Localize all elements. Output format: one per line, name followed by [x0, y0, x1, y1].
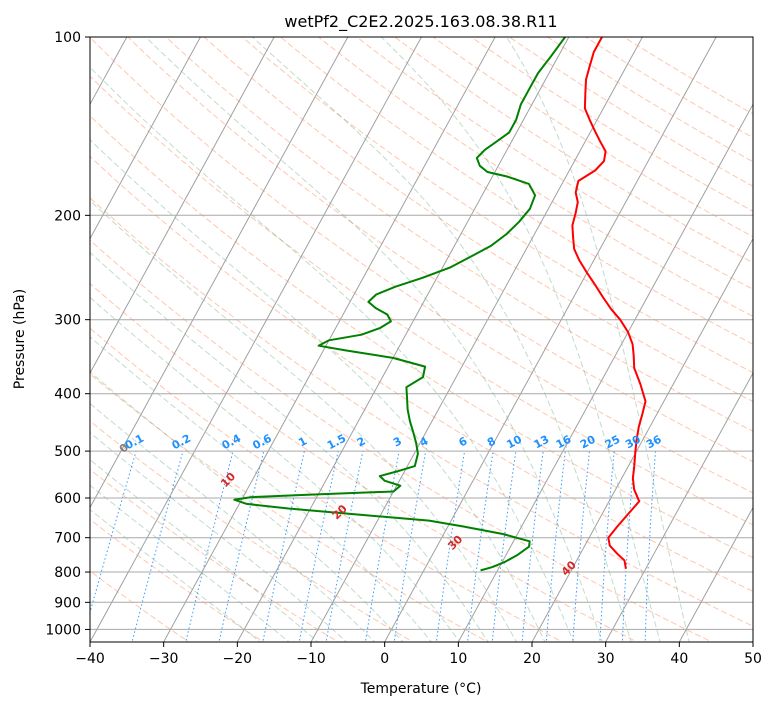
dry-adiabat-line [528, 24, 775, 645]
x-tick-label: −40 [75, 651, 105, 667]
mixing-ratio-label: 30 [623, 433, 643, 452]
temperature-line [572, 37, 645, 569]
dry-adiabat-line [190, 24, 775, 645]
x-tick-label: −10 [296, 651, 326, 667]
y-tick-label: 800 [54, 565, 81, 581]
isotherm-line [236, 24, 576, 645]
isotherm-line [89, 24, 429, 645]
isotherm-line [531, 24, 775, 645]
isotherm-line [604, 24, 775, 645]
x-tick-label: 50 [744, 651, 762, 667]
y-tick-label: 400 [54, 387, 81, 403]
x-axis-title: Temperature (°C) [360, 681, 482, 697]
mixing-ratio-line [573, 451, 590, 644]
chart-title: wetPf2_C2E2.2025.163.08.38.R11 [284, 12, 557, 32]
y-tick-label: 500 [54, 444, 81, 460]
x-tick-label: −30 [149, 651, 179, 667]
mixing-ratio-label: 4 [418, 434, 431, 449]
mixing-ratio-label: 0.4 [220, 432, 244, 453]
x-tick-label: 0 [380, 651, 389, 667]
y-axis-title: Pressure (hPa) [12, 289, 28, 389]
y-tick-label: 1000 [45, 622, 81, 638]
plot-frame [90, 37, 753, 642]
mixing-ratio-label: 20 [578, 433, 598, 452]
mixing-ratio-label: 0.2 [170, 432, 193, 453]
moist-adiabat-line [0, 278, 349, 645]
mixing-ratio-label: 2 [355, 434, 368, 449]
dry-adiabats [0, 24, 775, 645]
x-tick-label: 20 [523, 651, 541, 667]
isotherm-line [0, 24, 208, 645]
mixing-ratio-label: 16 [554, 433, 574, 452]
y-tick-label: 200 [54, 208, 81, 224]
dry-adiabat-line [0, 24, 775, 645]
moist-adiabat-line [252, 37, 632, 644]
x-tick-label: −20 [223, 651, 253, 667]
mixing-ratio-label: 6 [457, 434, 470, 449]
dry-adiabat-line [302, 24, 775, 645]
mixing-ratio-label: 1 [296, 434, 309, 449]
dry-adiabat-label: 10 [218, 470, 238, 490]
series-lines [234, 37, 645, 570]
mixing-ratio-label: 0.6 [250, 432, 274, 453]
isobars [90, 37, 753, 629]
isotherm-line [15, 24, 355, 645]
moist-adiabat-line [0, 297, 321, 644]
mixing-ratio-label: 8 [485, 434, 498, 449]
y-axis: 100 200 300 400 500 600 700 800 900 1000 [45, 30, 90, 638]
dry-adiabat-line [0, 24, 192, 645]
dry-adiabat-line [0, 24, 342, 645]
mixing-ratio-line [467, 451, 493, 644]
dry-adiabat-line [0, 24, 267, 645]
mixing-ratio-line [299, 451, 338, 644]
mixing-ratio-label: 3 [391, 434, 404, 449]
moist-adiabat-line [13, 124, 518, 645]
dry-adiabat-line [340, 24, 775, 645]
dry-adiabat-label: 30 [445, 532, 465, 552]
mixing-ratio-line [394, 451, 426, 644]
y-tick-label: 700 [54, 531, 81, 547]
mixing-ratio-line [645, 451, 655, 644]
isotherm-line [162, 24, 502, 645]
isotherm-line [752, 24, 775, 645]
mixing-ratio-line [262, 451, 304, 644]
mixing-ratio-label: 10 [504, 433, 524, 452]
mixing-ratio-line [365, 451, 399, 644]
isotherm-line [383, 24, 723, 645]
dry-adiabat-line [77, 24, 775, 645]
dry-adiabat-line [0, 24, 417, 645]
y-tick-label: 900 [54, 595, 81, 611]
dry-adiabat-line [0, 24, 642, 645]
mixing-ratio-line [326, 451, 363, 644]
dry-adiabat-line [2, 24, 775, 645]
mixing-ratio-line [81, 451, 136, 644]
isotherm-line [678, 24, 775, 645]
moist-adiabat-line [0, 315, 292, 644]
dry-adiabat-line [0, 24, 775, 645]
y-tick-label: 600 [54, 491, 81, 507]
dry-adiabat-label: 20 [330, 502, 350, 522]
x-tick-label: 10 [449, 651, 467, 667]
isotherms [0, 24, 775, 645]
dry-adiabat-line [566, 24, 775, 645]
dry-adiabat-line [0, 24, 492, 645]
y-tick-label: 300 [54, 313, 81, 329]
y-tick-label: 100 [54, 30, 81, 46]
mixing-ratio-label: 36 [644, 433, 664, 452]
dry-adiabat-line [378, 24, 775, 645]
x-tick-label: 30 [597, 651, 615, 667]
x-axis: −40 −30 −20 −10 0 10 20 30 40 50 [75, 642, 762, 667]
dry-adiabat-line [227, 24, 775, 645]
dewpoint-line [234, 37, 565, 570]
dry-adiabat-line [39, 24, 775, 645]
isotherm-line [0, 24, 60, 645]
mixing-ratio-label: 13 [532, 433, 552, 452]
dry-adiabat-line [0, 24, 567, 645]
x-tick-label: 40 [670, 651, 688, 667]
